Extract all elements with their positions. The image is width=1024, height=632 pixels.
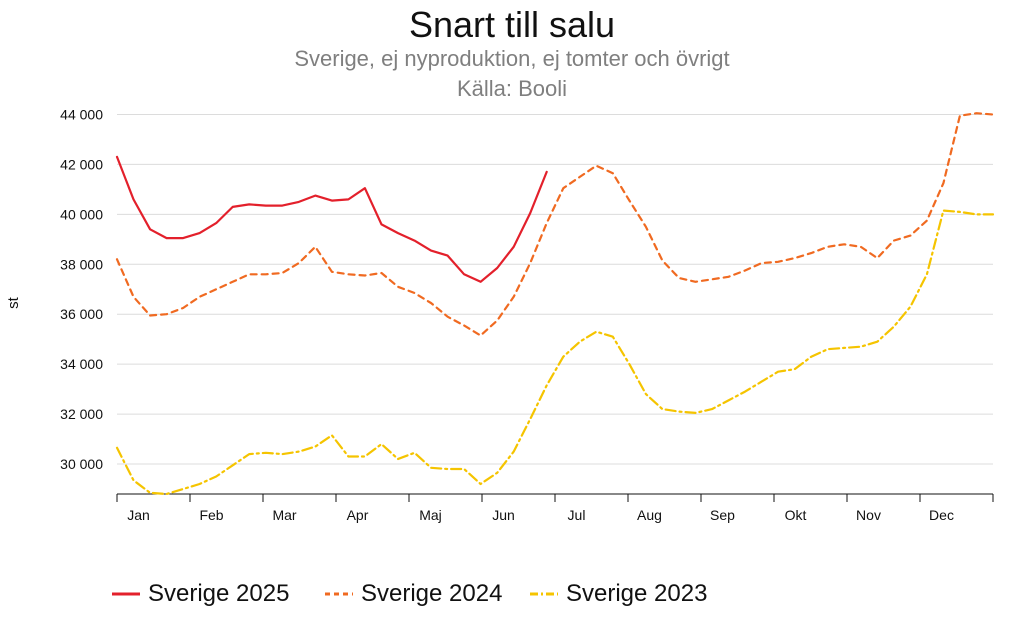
y-tick-label: 34 000 (60, 356, 103, 372)
series-line-sverige-2023 (115, 209, 995, 496)
x-tick-label: Nov (856, 507, 881, 523)
x-tick-label: Maj (419, 507, 442, 523)
x-tick-label: Jun (492, 507, 515, 523)
legend: Sverige 2025 Sverige 2024 Sverige 2023 (0, 576, 1024, 612)
legend-swatch-2024 (325, 592, 353, 596)
y-tick-label: 38 000 (60, 256, 103, 272)
y-tick-label: 42 000 (60, 156, 103, 172)
x-tick-label: Jan (127, 507, 150, 523)
x-tick-label: Sep (710, 507, 735, 523)
x-tick-label: Aug (637, 507, 662, 523)
legend-item-2023: Sverige 2023 (530, 576, 707, 612)
y-axis-ticks: 30 000 32 000 34 000 36 000 38 000 40 000 42 0… (60, 106, 103, 472)
chart-source: Källa: Booli (456, 76, 568, 101)
x-tick-label: Dec (929, 507, 954, 523)
y-tick-label: 30 000 (60, 456, 103, 472)
legend-label-2024: Sverige 2024 (361, 580, 503, 607)
chart-subtitle: Sverige, ej nyproduktion, ej tomter och … (294, 46, 730, 71)
legend-swatch-2025 (112, 592, 140, 596)
series-line-sverige-2025 (115, 155, 548, 283)
x-tick-label: Apr (347, 507, 369, 523)
x-tick-label: Feb (199, 507, 223, 523)
y-tick-label: 32 000 (60, 406, 103, 422)
legend-item-2025: Sverige 2025 (112, 576, 289, 612)
y-tick-label: 44 000 (60, 106, 103, 122)
x-axis: Jan Feb Mar Apr Maj Jun Jul Aug Sep Okt Nov Dec (116, 493, 994, 523)
x-tick-label: Jul (568, 507, 586, 523)
y-tick-label: 36 000 (60, 306, 103, 322)
x-tick-label: Mar (272, 507, 296, 523)
y-tick-label: 40 000 (60, 206, 103, 222)
y-axis-label: st (5, 296, 22, 309)
legend-label-2023: Sverige 2023 (566, 580, 708, 607)
line-chart: 30 000 32 000 34 000 36 000 38 000 40 000 42 0… (5, 106, 995, 523)
legend-label-2025: Sverige 2025 (148, 580, 290, 607)
legend-swatch-2023 (530, 592, 558, 596)
series-lines (115, 112, 995, 496)
x-tick-label: Okt (785, 507, 807, 523)
legend-item-2024: Sverige 2024 (325, 576, 502, 612)
chart-title: Snart till salu (408, 4, 616, 45)
grid-lines (117, 113, 993, 465)
series-line-sverige-2024 (115, 112, 995, 337)
